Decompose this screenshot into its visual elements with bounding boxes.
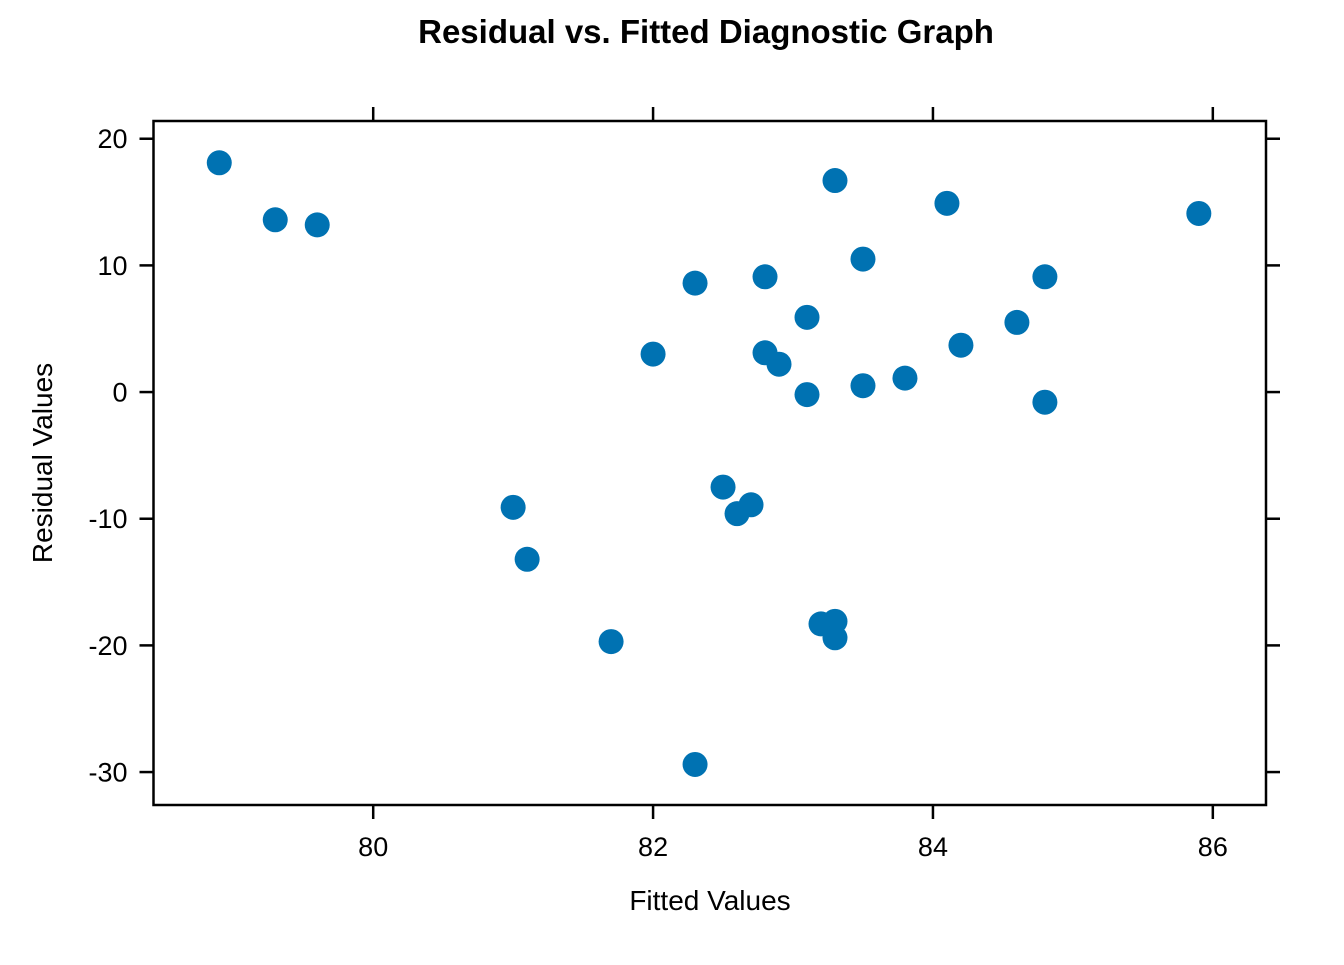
y-tick-label: 20 — [97, 124, 127, 154]
data-point — [682, 751, 708, 777]
data-point — [1004, 309, 1030, 335]
data-point — [738, 492, 764, 518]
y-axis-label: Residual Values — [27, 363, 58, 563]
y-tick-label: 10 — [97, 251, 127, 281]
data-point — [822, 168, 848, 194]
y-tick-label: -10 — [88, 504, 127, 534]
data-point — [1186, 200, 1212, 226]
data-point — [304, 212, 330, 238]
data-point — [934, 190, 960, 216]
axis-tick-labels: 80 82 84 86 -30 -20 -10 0 10 20 — [88, 124, 1227, 862]
data-point — [892, 365, 918, 391]
data-point — [752, 264, 778, 290]
y-tick-label: -30 — [88, 758, 127, 788]
data-point — [682, 270, 708, 296]
data-point — [822, 625, 848, 651]
x-tick-label: 84 — [918, 832, 948, 862]
x-axis-label: Fitted Values — [629, 885, 790, 916]
data-point — [514, 546, 540, 572]
x-tick-label: 82 — [638, 832, 668, 862]
plot-frame — [152, 119, 1268, 807]
data-point — [598, 629, 624, 655]
x-tick-label: 86 — [1198, 832, 1228, 862]
data-point — [766, 351, 792, 377]
data-point — [948, 332, 974, 358]
data-point — [500, 494, 526, 520]
data-points — [206, 150, 1212, 777]
data-point — [794, 304, 820, 330]
y-tick-label: -20 — [88, 631, 127, 661]
data-point — [1032, 264, 1058, 290]
x-tick-label: 80 — [358, 832, 388, 862]
plot-box — [152, 119, 1268, 807]
data-point — [262, 207, 288, 233]
data-point — [710, 474, 736, 500]
data-point — [794, 382, 820, 408]
data-point — [640, 341, 666, 367]
chart-title: Residual vs. Fitted Diagnostic Graph — [418, 13, 994, 50]
axis-ticks — [139, 107, 1280, 819]
data-point — [850, 246, 876, 272]
data-point — [206, 150, 232, 176]
y-tick-label: 0 — [112, 378, 127, 408]
data-point — [850, 373, 876, 399]
data-point — [1032, 389, 1058, 415]
